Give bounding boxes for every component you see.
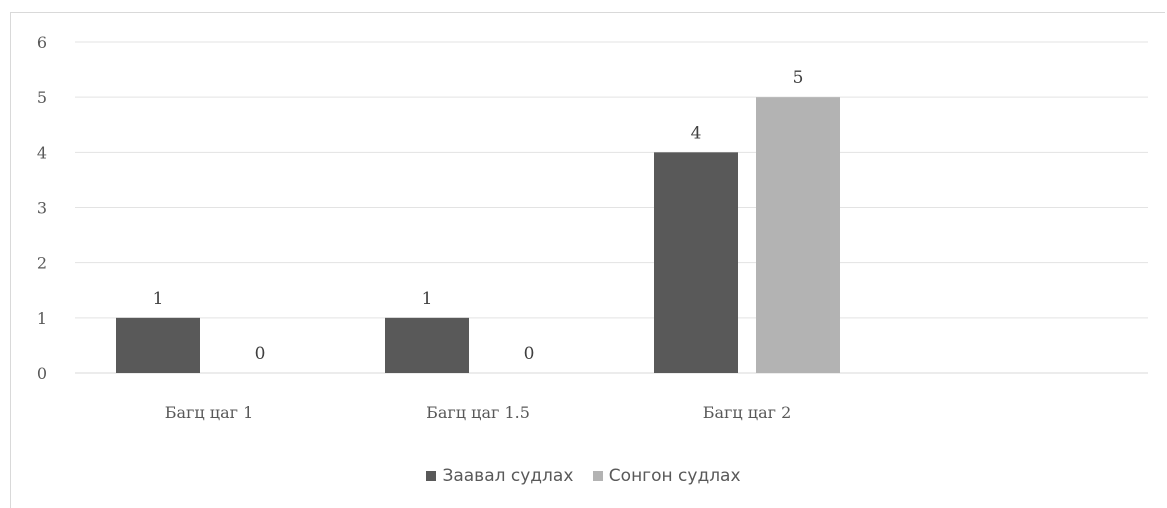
legend-label-mandatory: Заавал судлах (442, 466, 574, 486)
legend-item-elective: Сонгон судлах (592, 466, 741, 486)
gridlines (75, 41, 1148, 374)
bars (116, 97, 840, 374)
y-tick-label: 2 (37, 254, 47, 273)
legend-label-elective: Сонгон судлах (608, 466, 741, 486)
legend: Заавал судлах Сонгон судлах (0, 466, 1167, 486)
x-category-label: Багц цаг 2 (703, 403, 792, 422)
x-category-label: Багц цаг 1 (165, 403, 254, 422)
bar (385, 317, 469, 373)
data-label: 1 (153, 289, 164, 309)
bar (756, 97, 840, 374)
y-tick-label: 5 (37, 88, 47, 107)
x-axis-categories: Багц цаг 1 Багц цаг 1.5 Багц цаг 2 (165, 403, 792, 422)
chart-frame (10, 12, 1165, 508)
data-label: 0 (255, 344, 266, 364)
data-label: 0 (524, 344, 535, 364)
bar (654, 152, 738, 373)
data-label: 4 (691, 123, 702, 143)
y-axis-ticks: 0 1 2 3 4 5 6 (37, 33, 47, 383)
x-category-label: Багц цаг 1.5 (426, 403, 530, 422)
legend-swatch-elective (592, 471, 603, 481)
data-labels: 1 0 1 0 4 5 (153, 68, 804, 364)
legend-item-mandatory: Заавал судлах (426, 466, 573, 486)
y-tick-label: 1 (37, 309, 47, 328)
y-tick-label: 4 (37, 143, 47, 162)
data-label: 1 (422, 289, 433, 309)
y-tick-label: 3 (37, 199, 47, 218)
y-tick-label: 0 (37, 364, 47, 383)
legend-swatch-mandatory (426, 471, 437, 481)
y-tick-label: 6 (37, 33, 47, 52)
bar (116, 317, 200, 373)
data-label: 5 (793, 68, 804, 88)
